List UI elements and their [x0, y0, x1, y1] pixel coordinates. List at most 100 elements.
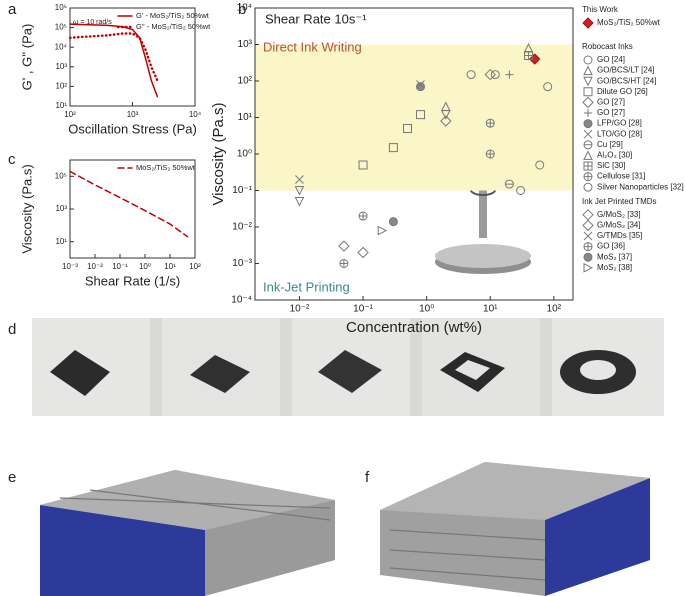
plot-frame — [69, 159, 196, 259]
marker — [357, 246, 369, 259]
y-tick-label: 10¹ — [55, 237, 67, 246]
marker — [504, 179, 514, 189]
legend-group-title: Robocast Inks — [582, 42, 633, 51]
marker — [295, 175, 304, 184]
legend-marker — [583, 242, 593, 252]
y-axis-label: Viscosity (Pa.s) — [210, 102, 227, 205]
legend-marker — [583, 119, 593, 129]
x-tick-label: 10¹ — [483, 304, 498, 315]
legend-label: Cellulose [31] — [597, 172, 645, 181]
annotation: ω = 10 rad/s — [73, 19, 112, 26]
x-tick-label: 10¹ — [164, 262, 176, 271]
y-tick-label: 10³ — [55, 62, 67, 71]
x-tick-label: 10⁻² — [290, 304, 310, 315]
nozzle-base-top — [435, 244, 531, 268]
render-top — [380, 462, 650, 520]
legend-marker — [582, 96, 594, 109]
legend-marker — [583, 262, 594, 273]
legend-label: MoS₂/TiS₂ 50%wt — [136, 163, 196, 172]
legend-label: GO/BCS/LT [24] — [597, 66, 655, 75]
y-tick-label: 10⁻¹ — [232, 185, 252, 196]
shaded-region — [255, 44, 573, 191]
y-tick-label: 10³ — [238, 39, 253, 50]
printed-square — [318, 350, 382, 393]
y-tick-label: 10¹ — [55, 101, 67, 110]
y-tick-label: 10² — [55, 82, 67, 91]
legend-group-title: Ink Jet Printed TMDs — [582, 197, 657, 206]
strand — [389, 567, 546, 581]
marker — [338, 240, 350, 252]
y-tick-label: 10⁻⁴ — [231, 295, 252, 306]
y-tick-label: 10¹ — [238, 112, 253, 123]
series-line — [69, 170, 189, 238]
render-blue-face — [545, 478, 650, 596]
panel-label: d — [8, 321, 16, 338]
annotation: Direct Ink Writing — [263, 39, 362, 54]
series-line — [69, 23, 159, 98]
marker — [529, 53, 541, 65]
y-tick-label: 10⁵ — [55, 171, 67, 180]
legend-label: Al₂O₃ [30] — [597, 151, 632, 160]
printed-ring-hole — [580, 360, 616, 380]
panel-label: a — [8, 1, 17, 18]
y-axis-label: Viscosity (Pa.s) — [19, 164, 34, 253]
legend-label: GO [27] — [597, 108, 625, 117]
marker — [416, 80, 425, 89]
legend-label: G/MoS₂ [33] — [597, 210, 641, 219]
legend-label: G/MoS₂ [34] — [597, 221, 641, 230]
marker — [415, 110, 425, 120]
printed-box-hole — [455, 360, 490, 380]
x-tick-label: 10² — [547, 304, 562, 315]
x-tick-label: 10⁻³ — [62, 262, 78, 271]
nozzle — [479, 158, 487, 238]
legend-marker — [583, 140, 593, 150]
legend-marker — [583, 252, 593, 262]
x-tick-label: 10⁰ — [419, 304, 434, 315]
strand — [389, 529, 546, 541]
marker — [535, 160, 545, 170]
legend-label: GO [24] — [597, 55, 625, 64]
y-tick-label: 10³ — [55, 204, 67, 213]
x-axis-label: Oscillation Stress (Pa) — [68, 121, 197, 136]
legend-marker — [584, 109, 592, 117]
legend-label: G' - MoS₂/TiS₂ 50%wt — [136, 11, 210, 20]
printed-grid — [50, 350, 110, 396]
marker — [484, 68, 496, 81]
legend-label: Dilute GO [26] — [597, 87, 648, 96]
marker — [490, 70, 500, 80]
y-tick-label: 10⁻³ — [232, 258, 252, 269]
marker — [294, 196, 305, 207]
marker — [358, 160, 368, 170]
legend-marker — [583, 87, 593, 97]
marker — [339, 259, 349, 268]
x-axis-label: Shear Rate (1/s) — [85, 273, 180, 288]
legend-label: Cu [29] — [597, 140, 623, 149]
marker — [485, 149, 495, 159]
chart-title: Shear Rate 10s⁻¹ — [265, 11, 367, 26]
marker — [485, 118, 495, 128]
series-line — [68, 32, 159, 82]
marker — [415, 82, 425, 92]
y-tick-label: 10⁻² — [232, 222, 252, 233]
y-tick-label: 10⁴ — [55, 42, 68, 51]
legend-label: LFP/GO [28] — [597, 119, 642, 128]
y-tick-label: 10⁵ — [55, 23, 67, 32]
legend-marker — [583, 65, 593, 76]
x-tick-label: 10² — [189, 262, 201, 271]
legend-label: MoS₂ [37] — [597, 252, 632, 261]
marker — [524, 50, 534, 60]
legend-marker — [583, 161, 593, 171]
marker — [388, 143, 398, 153]
legend-marker — [583, 55, 593, 65]
legend-marker — [583, 172, 593, 182]
legend-marker — [582, 219, 594, 232]
y-axis-label: G' , G'' (Pa) — [19, 24, 34, 91]
legend-label: MoS₂ [38] — [597, 263, 632, 272]
x-tick-label: 10⁻² — [87, 262, 103, 271]
legend-marker — [582, 17, 594, 29]
marker — [388, 217, 398, 227]
panel-label: e — [8, 469, 16, 486]
marker — [440, 115, 452, 127]
legend-label: G'' - MoS₂/TiS₂ 50%wt — [136, 22, 211, 31]
legend-label: MoS₂/TiS₂ 50%wt — [597, 18, 661, 27]
